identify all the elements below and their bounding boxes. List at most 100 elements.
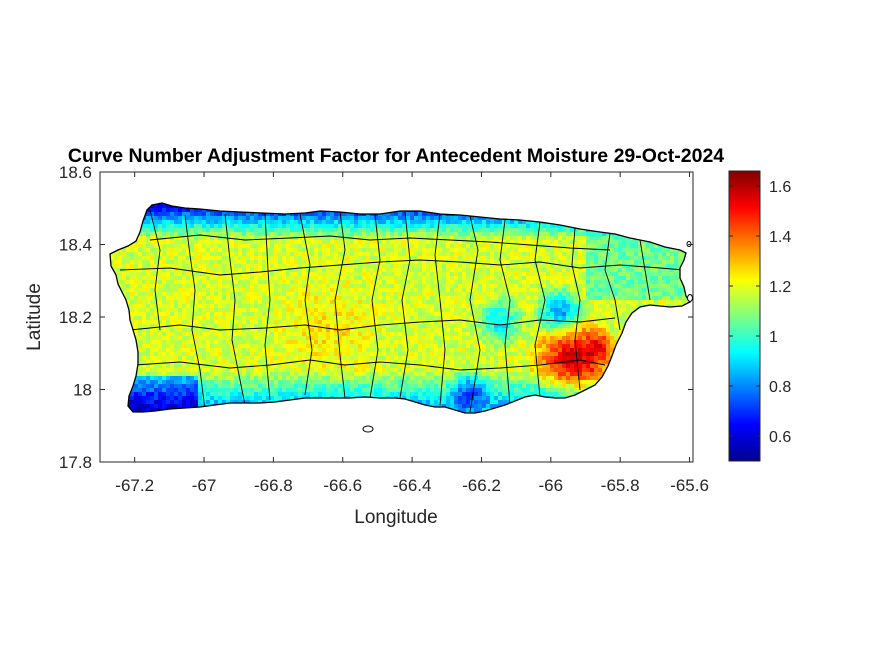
heatmap-cell bbox=[146, 312, 151, 317]
heatmap-cell bbox=[274, 312, 279, 317]
heatmap-cell bbox=[378, 276, 383, 281]
heatmap-cell bbox=[622, 308, 627, 313]
heatmap-cell bbox=[450, 248, 455, 253]
heatmap-cell bbox=[630, 268, 635, 273]
heatmap-cell bbox=[438, 308, 443, 313]
heatmap-cell bbox=[158, 224, 163, 229]
heatmap-cell bbox=[662, 280, 667, 285]
heatmap-cell bbox=[502, 328, 507, 333]
heatmap-cell bbox=[350, 260, 355, 265]
heatmap-cell bbox=[150, 220, 155, 225]
heatmap-cell bbox=[566, 284, 571, 289]
heatmap-cell bbox=[174, 248, 179, 253]
heatmap-cell bbox=[190, 216, 195, 221]
heatmap-cell bbox=[182, 240, 187, 245]
heatmap-cell bbox=[518, 300, 523, 305]
heatmap-cell bbox=[170, 264, 175, 269]
heatmap-cell bbox=[262, 308, 267, 313]
heatmap-cell bbox=[498, 228, 503, 233]
heatmap-cell bbox=[262, 212, 267, 217]
heatmap-cell bbox=[318, 288, 323, 293]
heatmap-cell bbox=[134, 292, 139, 297]
heatmap-cell bbox=[546, 264, 551, 269]
heatmap-cell bbox=[502, 288, 507, 293]
heatmap-cell bbox=[554, 236, 559, 241]
heatmap-cell bbox=[318, 224, 323, 229]
heatmap-cell bbox=[154, 268, 159, 273]
heatmap-cell bbox=[226, 264, 231, 269]
heatmap-cell bbox=[626, 280, 631, 285]
heatmap-cell bbox=[406, 216, 411, 221]
heatmap-cell bbox=[334, 212, 339, 217]
heatmap-cell bbox=[466, 244, 471, 249]
heatmap-cell bbox=[262, 276, 267, 281]
heatmap-cell bbox=[242, 280, 247, 285]
heatmap-cell bbox=[506, 228, 511, 233]
heatmap-cell bbox=[330, 248, 335, 253]
heatmap-cell bbox=[474, 300, 479, 305]
heatmap-cell bbox=[626, 288, 631, 293]
heatmap-cell bbox=[470, 244, 475, 249]
heatmap-cell bbox=[298, 328, 303, 333]
heatmap-cell bbox=[182, 312, 187, 317]
heatmap-cell bbox=[254, 324, 259, 329]
map-axes: -67.2 -67 -66.8 -66.6 -66.4 -66.2 -66 -65.8 -65.… bbox=[59, 163, 709, 495]
heatmap-cell bbox=[598, 252, 603, 257]
heatmap-cell bbox=[270, 300, 275, 305]
heatmap-cell bbox=[426, 316, 431, 321]
heatmap-cell bbox=[222, 240, 227, 245]
heatmap-cell bbox=[442, 220, 447, 225]
heatmap-cell bbox=[166, 244, 171, 249]
heatmap-cell bbox=[326, 296, 331, 301]
heatmap-cell bbox=[238, 312, 243, 317]
heatmap-cell bbox=[534, 304, 539, 309]
heatmap-cell bbox=[306, 248, 311, 253]
heatmap-cell bbox=[194, 212, 199, 217]
heatmap-cell bbox=[198, 288, 203, 293]
heatmap-cell bbox=[410, 280, 415, 285]
heatmap-cell bbox=[298, 284, 303, 289]
heatmap-cell bbox=[498, 232, 503, 237]
heatmap-cell bbox=[614, 256, 619, 261]
heatmap-cell bbox=[602, 320, 607, 325]
heatmap-cell bbox=[494, 260, 499, 265]
heatmap-cell bbox=[222, 304, 227, 309]
heatmap-cell bbox=[122, 264, 127, 269]
heatmap-cell bbox=[378, 320, 383, 325]
heatmap-cell bbox=[238, 236, 243, 241]
heatmap-cell bbox=[126, 292, 131, 297]
heatmap-cell bbox=[342, 232, 347, 237]
heatmap-cell bbox=[206, 296, 211, 301]
heatmap-cell bbox=[386, 284, 391, 289]
heatmap-cell bbox=[538, 264, 543, 269]
heatmap-cell bbox=[562, 264, 567, 269]
heatmap-cell bbox=[586, 232, 591, 237]
heatmap-cell bbox=[214, 296, 219, 301]
heatmap-cell bbox=[438, 312, 443, 317]
heatmap-cell bbox=[298, 252, 303, 257]
heatmap-cell bbox=[358, 304, 363, 309]
heatmap-cell bbox=[534, 252, 539, 257]
heatmap-cell bbox=[622, 320, 627, 325]
heatmap-cell bbox=[418, 308, 423, 313]
heatmap-cell bbox=[130, 264, 135, 269]
heatmap-cell bbox=[258, 264, 263, 269]
heatmap-cell bbox=[206, 256, 211, 261]
heatmap-cell bbox=[534, 288, 539, 293]
heatmap-cell bbox=[642, 260, 647, 265]
heatmap-cell bbox=[286, 224, 291, 229]
heatmap-cell bbox=[562, 240, 567, 245]
heatmap-cell bbox=[330, 280, 335, 285]
heatmap-cell bbox=[578, 312, 583, 317]
heatmap-cell bbox=[150, 304, 155, 309]
heatmap-cell bbox=[578, 232, 583, 237]
heatmap-cell bbox=[142, 300, 147, 305]
heatmap-cell bbox=[186, 320, 191, 325]
heatmap-cell bbox=[174, 264, 179, 269]
heatmap-cell bbox=[298, 240, 303, 245]
heatmap-cell bbox=[430, 312, 435, 317]
heatmap-cell bbox=[490, 304, 495, 309]
heatmap-cell bbox=[350, 300, 355, 305]
heatmap-cell bbox=[598, 260, 603, 265]
heatmap-cell bbox=[506, 284, 511, 289]
